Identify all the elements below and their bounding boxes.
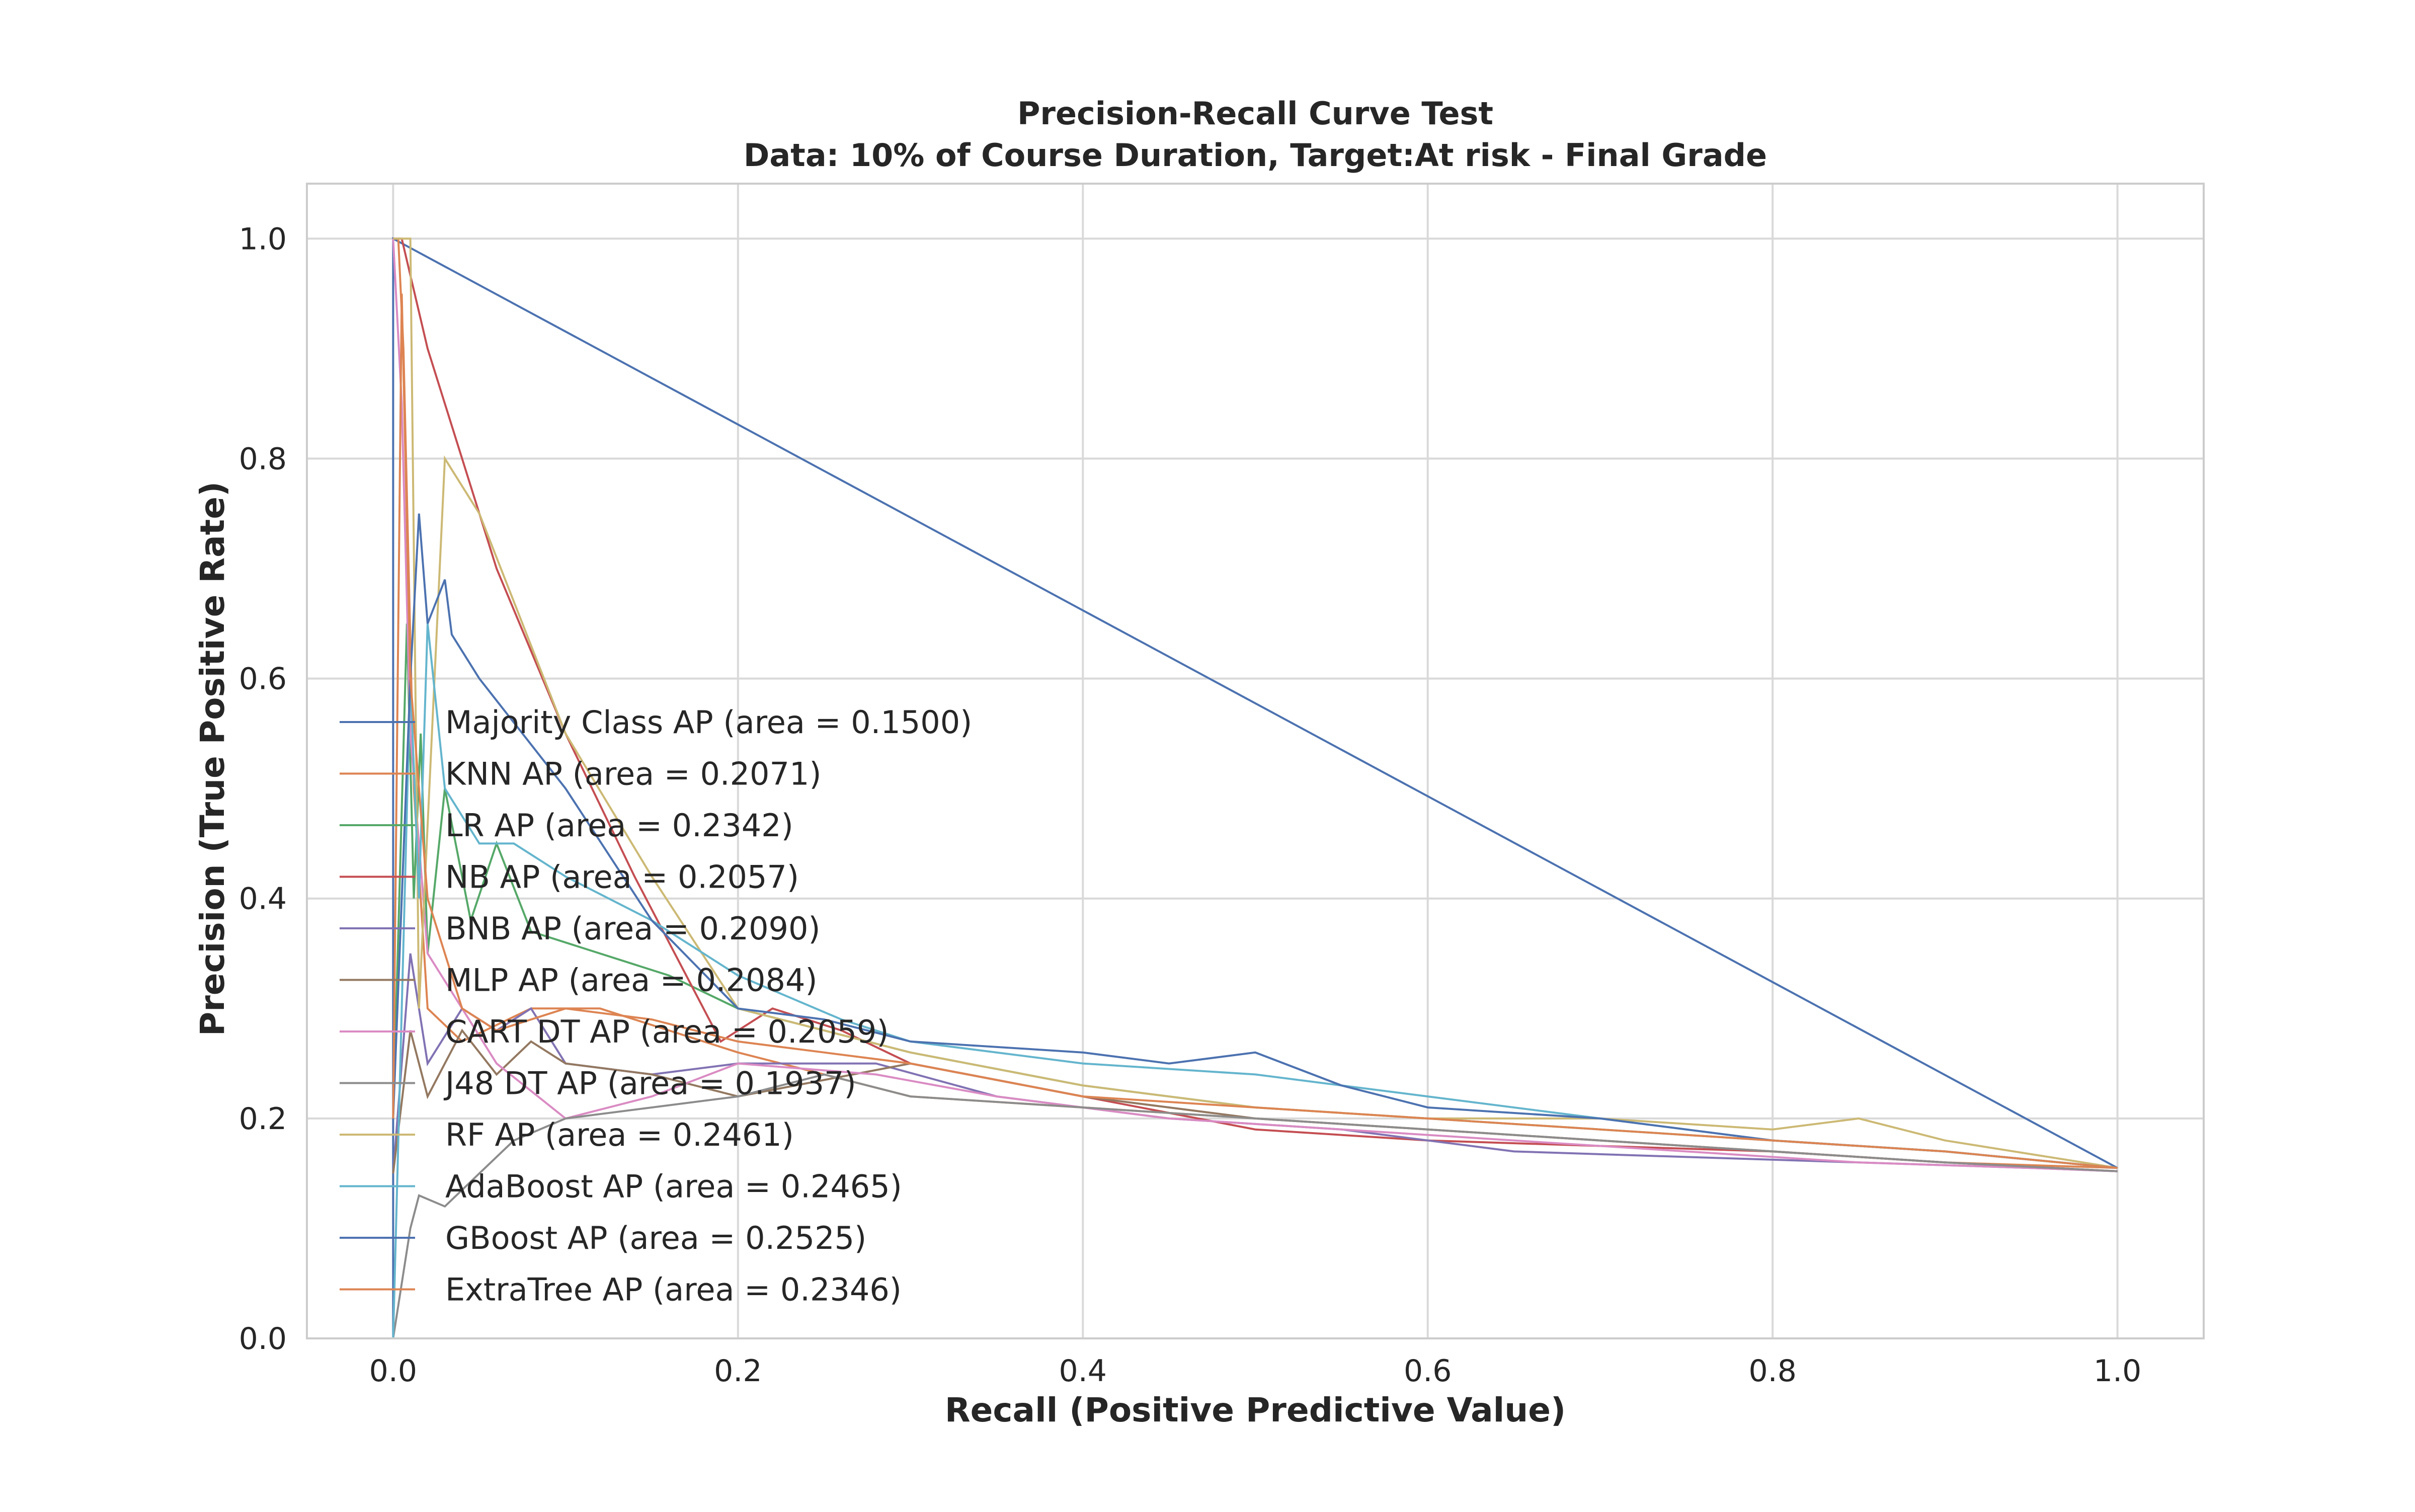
legend-label: GBoost AP (area = 0.2525) [445, 1220, 866, 1256]
series-line-11 [392, 293, 2118, 1169]
x-axis-ticks: 0.0 0.2 0.4 0.6 0.8 1.0 [369, 1354, 2142, 1389]
legend-label: AdaBoost AP (area = 0.2465) [445, 1168, 902, 1205]
legend-label: RF AP (area = 0.2461) [445, 1117, 794, 1153]
y-tick-label: 1.0 [239, 221, 287, 257]
legend-label: NB AP (area = 0.2057) [445, 859, 799, 896]
legend: Majority Class AP (area = 0.1500) KNN AP … [340, 704, 972, 1308]
plot-area-frame [306, 183, 2205, 1339]
y-tick-label: 0.6 [239, 662, 287, 697]
x-axis-label: Recall (Positive Predictive Value) [945, 1391, 1566, 1429]
y-tick-label: 0.4 [239, 882, 287, 917]
x-tick-label: 0.8 [1748, 1354, 1796, 1389]
y-axis-ticks: 0.0 0.2 0.4 0.6 0.8 1.0 [239, 221, 287, 1357]
legend-label: MLP AP (area = 0.2084) [445, 962, 818, 999]
x-tick-label: 1.0 [2094, 1354, 2141, 1389]
x-tick-label: 0.2 [714, 1354, 762, 1389]
legend-label: CART DT AP (area = 0.2059) [445, 1013, 889, 1050]
x-tick-label: 0.0 [369, 1354, 417, 1389]
legend-label: Majority Class AP (area = 0.1500) [445, 704, 972, 741]
chart-subtitle: Data: 10% of Course Duration, Target:At … [744, 137, 1767, 174]
series-line-7 [392, 1073, 2118, 1339]
series-line-3 [393, 237, 2118, 1172]
legend-label: BNB AP (area = 0.2090) [445, 910, 821, 947]
legend-label: ExtraTree AP (area = 0.2346) [445, 1271, 902, 1308]
x-tick-label: 0.4 [1059, 1354, 1107, 1389]
chart-title: Precision-Recall Curve Test [1017, 95, 1493, 132]
series-line-10 [392, 513, 2118, 1169]
legend-label: LR AP (area = 0.2342) [445, 807, 793, 844]
y-tick-label: 0.8 [239, 441, 287, 476]
y-tick-label: 0.2 [239, 1101, 287, 1137]
legend-label: J48 DT AP (area = 0.1937) [443, 1065, 856, 1102]
series-line-4 [392, 953, 2118, 1174]
series-line-6 [392, 238, 2118, 1172]
y-axis-label: Precision (True Positive Rate) [193, 482, 232, 1036]
legend-label: KNN AP (area = 0.2071) [445, 756, 822, 792]
plot-series [392, 236, 2118, 1339]
x-tick-label: 0.6 [1404, 1354, 1452, 1389]
series-line-8 [393, 237, 2118, 1169]
y-tick-label: 0.0 [239, 1321, 287, 1357]
